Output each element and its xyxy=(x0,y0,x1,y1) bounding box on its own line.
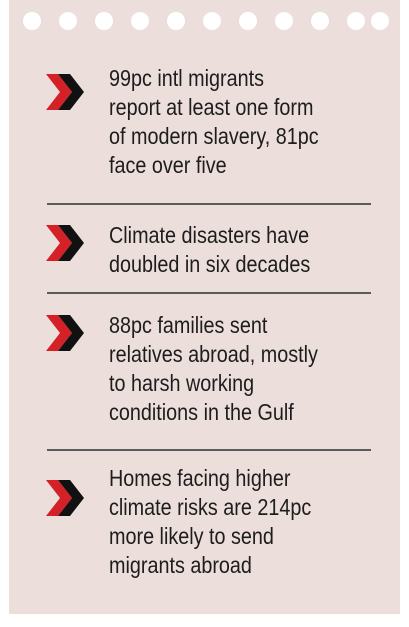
divider xyxy=(47,292,371,294)
fact-line: conditions in the Gulf xyxy=(109,399,294,425)
double-chevron-right-icon xyxy=(46,480,84,516)
double-chevron-right-icon xyxy=(46,74,84,110)
fact-line: more likely to send xyxy=(109,523,274,549)
binder-hole xyxy=(131,12,149,30)
binder-hole xyxy=(311,12,329,30)
fact-line: migrants abroad xyxy=(109,552,252,578)
double-chevron-right-icon xyxy=(46,315,84,351)
fact-line: relatives abroad, mostly xyxy=(109,341,318,367)
binder-hole xyxy=(59,12,77,30)
fact-line: report at least one form xyxy=(109,94,314,120)
binder-hole xyxy=(239,12,257,30)
divider xyxy=(47,203,371,205)
binder-hole xyxy=(275,12,293,30)
binder-hole xyxy=(371,12,389,30)
binder-hole xyxy=(203,12,221,30)
binder-hole xyxy=(167,12,185,30)
divider xyxy=(47,449,371,451)
fact-line: doubled in six decades xyxy=(109,251,311,277)
fact-line: Homes facing higher xyxy=(109,465,291,491)
fact-text: Homes facing higher climate risks are 21… xyxy=(109,464,350,580)
fact-text: 99pc intl migrants report at least one f… xyxy=(109,64,350,180)
notepad-card: 99pc intl migrants report at least one f… xyxy=(9,0,400,614)
binder-hole xyxy=(95,12,113,30)
fact-line: 99pc intl migrants xyxy=(109,65,265,91)
fact-line: of modern slavery, 81pc xyxy=(109,123,319,149)
fact-text: Climate disasters have doubled in six de… xyxy=(109,221,350,279)
fact-line: climate risks are 214pc xyxy=(109,494,312,520)
binder-holes xyxy=(9,0,400,46)
fact-line: to harsh working xyxy=(109,370,255,396)
fact-text: 88pc families sent relatives abroad, mos… xyxy=(109,311,350,427)
double-chevron-right-icon xyxy=(46,225,84,261)
binder-hole xyxy=(23,12,41,30)
fact-line: Climate disasters have xyxy=(109,222,310,248)
fact-line: 88pc families sent xyxy=(109,312,268,338)
binder-hole xyxy=(347,12,365,30)
fact-line: face over five xyxy=(109,152,227,178)
